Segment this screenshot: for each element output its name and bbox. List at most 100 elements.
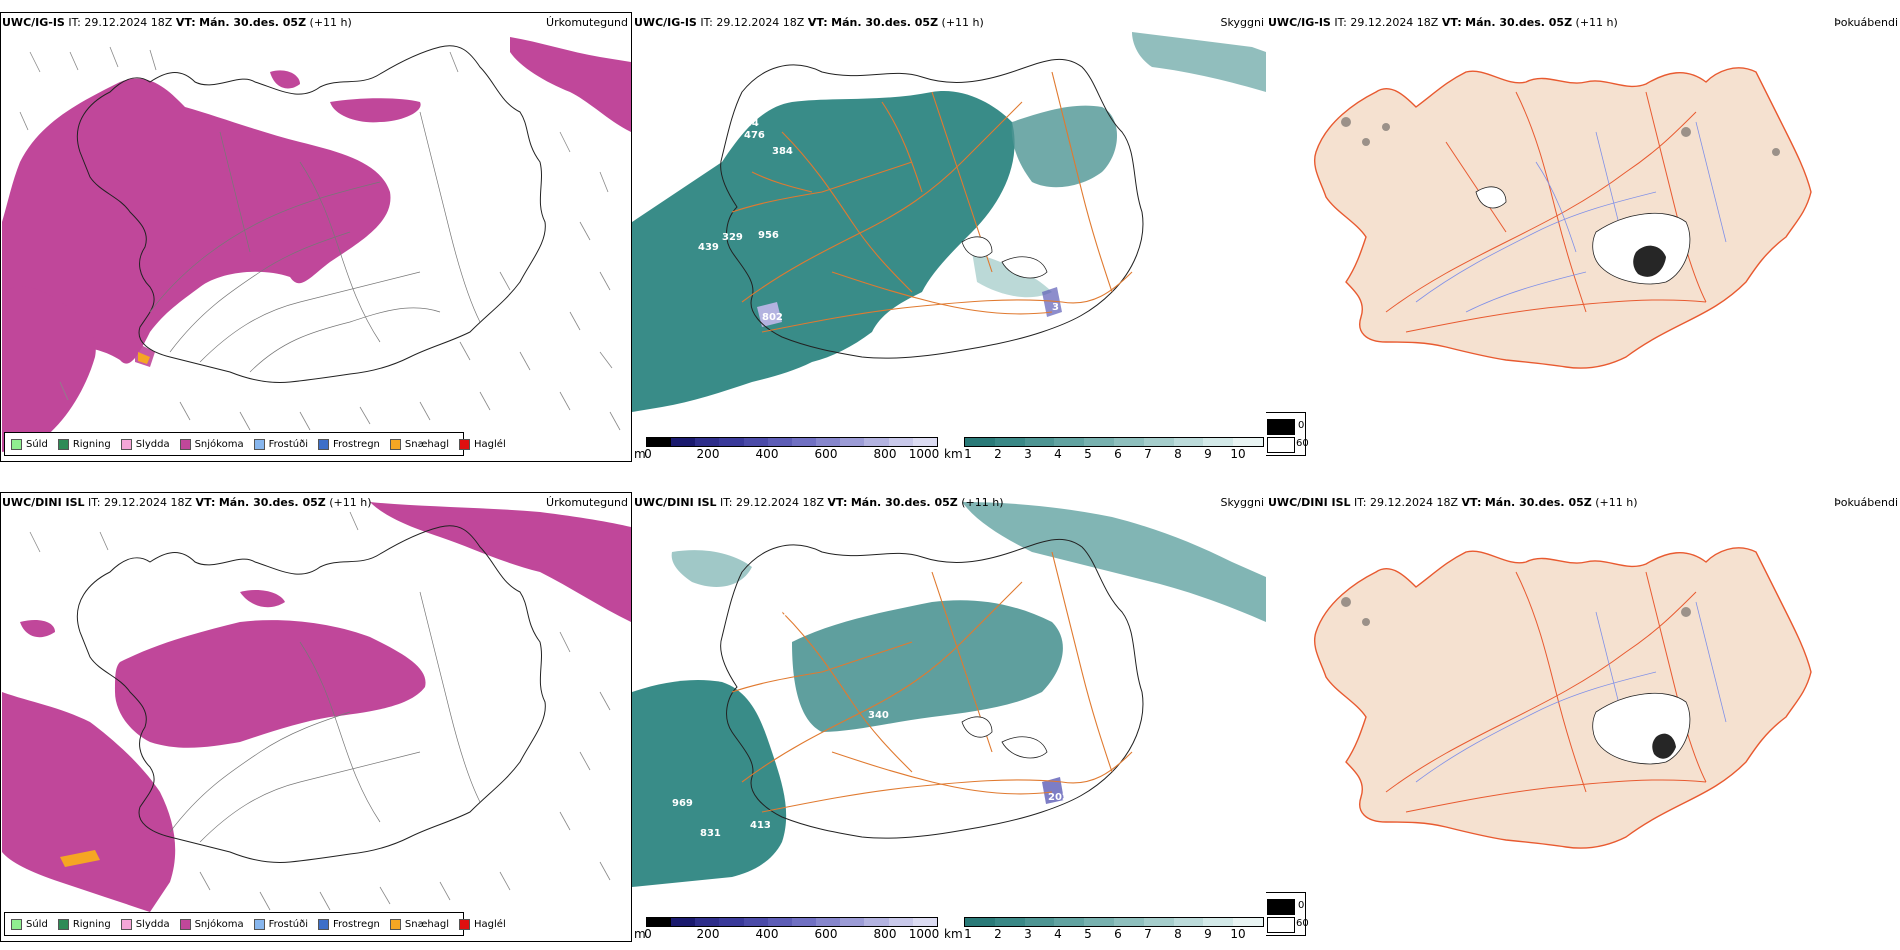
roads bbox=[731, 71, 1133, 333]
visibility-title: Skyggni bbox=[1220, 16, 1264, 29]
colorbar-swatch bbox=[1173, 918, 1204, 926]
visibility-label: 848 bbox=[796, 850, 817, 861]
vis-tick: 6 bbox=[1114, 447, 1122, 461]
land-roads bbox=[1385, 91, 1707, 333]
colorbar-swatch bbox=[719, 918, 744, 926]
visibility-label: 413 bbox=[750, 820, 771, 831]
visibility-label: 476 bbox=[744, 130, 765, 141]
precip-map bbox=[1, 13, 631, 461]
height-tick: 400 bbox=[755, 927, 779, 941]
fog-map bbox=[1314, 547, 1812, 849]
colorbar-swatch bbox=[1054, 438, 1085, 446]
colorbar-swatch bbox=[671, 438, 696, 446]
precip-frame bbox=[0, 492, 632, 942]
visibility-unit: km bbox=[944, 927, 963, 941]
colorbar-swatch bbox=[647, 918, 672, 926]
it-label: IT: bbox=[1354, 496, 1367, 509]
it-value: 29.12.2024 18Z bbox=[716, 16, 805, 29]
legend-item: Rigning bbox=[57, 918, 111, 930]
visibility-label: 969 bbox=[672, 798, 693, 809]
height-bar-blocks bbox=[646, 437, 938, 447]
it-label: IT: bbox=[88, 496, 101, 509]
vis-bar-blocks bbox=[964, 917, 1264, 927]
vis-bar-blocks bbox=[964, 437, 1264, 447]
visibility-map bbox=[632, 502, 1266, 887]
visibility-label: 384 bbox=[772, 146, 793, 157]
fog-legend: 0 60 bbox=[1266, 412, 1309, 456]
vis-tick: 9 bbox=[1204, 927, 1212, 941]
vis-tick: 10 bbox=[1230, 927, 1246, 941]
fog-panel-row1: UWC/IG-IS IT: 29.12.2024 18Z VT: Mán. 30… bbox=[1266, 12, 1900, 462]
it-value: 29.12.2024 18Z bbox=[736, 496, 825, 509]
colorbar-swatch bbox=[767, 918, 792, 926]
vis-tick: 4 bbox=[1054, 447, 1062, 461]
legend-item: Snæhagl bbox=[389, 438, 449, 450]
colorbar-swatch bbox=[1233, 918, 1263, 926]
colorbar-swatch bbox=[671, 918, 696, 926]
colorbar-swatch bbox=[1113, 438, 1144, 446]
panel-header: UWC/IG-IS IT: 29.12.2024 18Z VT: Mán. 30… bbox=[2, 16, 352, 29]
legend-item: Haglél bbox=[459, 438, 506, 450]
height-tick: 600 bbox=[814, 447, 838, 461]
visibility-label: 831 bbox=[700, 828, 721, 839]
visibility-label: 439 bbox=[698, 242, 719, 253]
legend-item: Snjókoma bbox=[179, 918, 244, 930]
vis-tick: 3 bbox=[1024, 447, 1032, 461]
colorbar-swatch bbox=[994, 438, 1025, 446]
model-name: UWC/DINI ISL bbox=[2, 496, 85, 509]
colorbar-swatch bbox=[965, 918, 995, 926]
visibility-label: 329 bbox=[722, 232, 743, 243]
vt-label: VT: bbox=[827, 496, 848, 509]
vt-label: VT: bbox=[807, 16, 828, 29]
vis-tick: 6 bbox=[1114, 927, 1122, 941]
fog-legend-bottom: 60 bbox=[1296, 438, 1309, 449]
vt-value: Mán. 30.des. 05Z bbox=[218, 496, 326, 509]
it-label: IT: bbox=[1334, 16, 1347, 29]
height-tick: 400 bbox=[755, 447, 779, 461]
colorbar-swatch bbox=[1173, 438, 1204, 446]
legend-item: Snæhagl bbox=[389, 918, 449, 930]
fog-panel-row2: UWC/DINI ISL IT: 29.12.2024 18Z VT: Mán.… bbox=[1266, 492, 1900, 942]
vt-value: Mán. 30.des. 05Z bbox=[850, 496, 958, 509]
precip-panel-row2: UWC/DINI ISL IT: 29.12.2024 18Z VT: Mán.… bbox=[0, 492, 632, 942]
it-label: IT: bbox=[68, 16, 81, 29]
legend-item: Súld bbox=[11, 438, 48, 450]
colorbar-swatch bbox=[816, 438, 841, 446]
legend-item: Snjókoma bbox=[179, 438, 244, 450]
vis-tick: 5 bbox=[1084, 927, 1092, 941]
fog-title: Þokuábendi bbox=[1834, 496, 1898, 509]
precip-legend: Súld Rigning Slydda Snjókoma Frostúði Fr… bbox=[4, 432, 506, 456]
model-name: UWC/IG-IS bbox=[634, 16, 697, 29]
height-colorbar: m 0 200 400 600 800 1000 bbox=[634, 437, 939, 461]
model-name: UWC/DINI ISL bbox=[1268, 496, 1351, 509]
vt-label: VT: bbox=[195, 496, 216, 509]
visibility-unit: km bbox=[944, 447, 963, 461]
colorbar-swatch bbox=[647, 438, 672, 446]
height-tick: 1000 bbox=[908, 447, 940, 461]
legend-item: Frostúði bbox=[253, 918, 308, 930]
height-tick: 200 bbox=[696, 447, 720, 461]
model-name: UWC/DINI ISL bbox=[634, 496, 717, 509]
visibility-colorbar: km 1 2 3 4 5 6 7 8 9 10 bbox=[944, 917, 1266, 941]
height-tick: 600 bbox=[814, 927, 838, 941]
vis-tick: 2 bbox=[994, 447, 1002, 461]
visibility-label: 956 bbox=[758, 230, 779, 241]
colorbar-swatch bbox=[840, 438, 865, 446]
lead-time: (+11 h) bbox=[941, 16, 984, 29]
legend-item: Slydda bbox=[120, 918, 170, 930]
lead-time: (+11 h) bbox=[329, 496, 372, 509]
coastline bbox=[76, 45, 546, 383]
vis-tick: 1 bbox=[964, 447, 972, 461]
lead-time: (+11 h) bbox=[309, 16, 352, 29]
vt-value: Mán. 30.des. 05Z bbox=[199, 16, 307, 29]
colorbar-swatch bbox=[965, 438, 995, 446]
colorbar-swatch bbox=[695, 438, 720, 446]
colorbar-swatch bbox=[1143, 438, 1174, 446]
legend-item: Rigning bbox=[57, 438, 111, 450]
it-label: IT: bbox=[700, 16, 713, 29]
colorbar-swatch bbox=[1054, 918, 1085, 926]
colorbar-swatch bbox=[994, 918, 1025, 926]
height-colorbar: m 0 200 400 600 800 1000 bbox=[634, 917, 939, 941]
vis-tick: 8 bbox=[1174, 447, 1182, 461]
precip-map bbox=[1, 493, 631, 941]
